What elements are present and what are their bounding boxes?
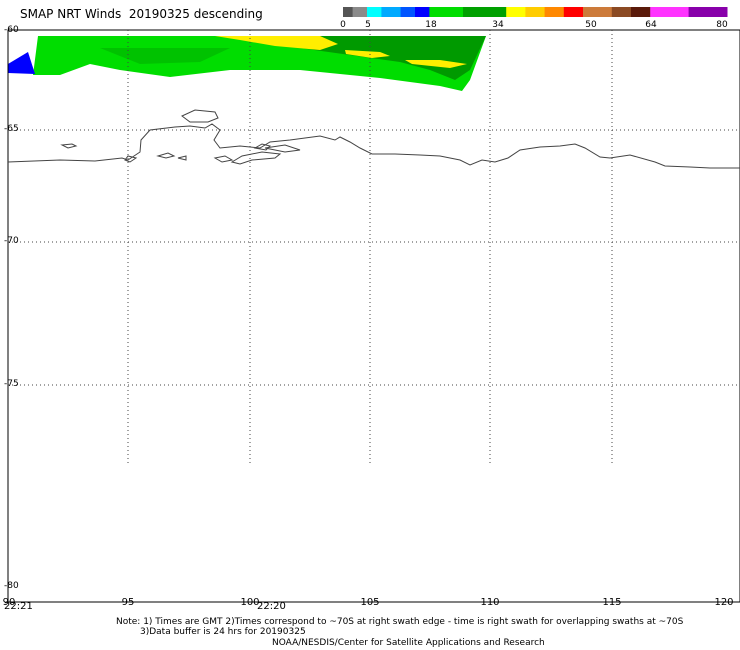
colorbar-segment-8 <box>506 7 526 17</box>
wind-yellow-streak-1 <box>215 36 338 50</box>
colorbar-tick-50: 50 <box>585 20 597 30</box>
colorbar-segment-5 <box>415 7 430 17</box>
colorbar-segment-12 <box>583 7 613 17</box>
wind-speed-colorbar <box>343 7 728 17</box>
wind-blue-patch <box>8 52 35 74</box>
colorbar-segment-13 <box>611 7 632 17</box>
map-frame <box>7 29 740 603</box>
lon-label-110: 110 <box>480 597 500 608</box>
lat-label-65: -65 <box>4 124 19 134</box>
colorbar-segment-4 <box>400 7 416 17</box>
lon-label-115: 115 <box>602 597 622 608</box>
colorbar-tick-18: 18 <box>425 20 437 30</box>
lat-label-60: -60 <box>4 25 19 35</box>
wind-swath-dark-band-2 <box>100 48 230 64</box>
colorbar-tick-64: 64 <box>645 20 657 30</box>
colorbar-segment-14 <box>631 7 651 17</box>
colorbar-segment-3 <box>381 7 402 17</box>
antarctic-coastline <box>7 109 740 169</box>
swath-time-left: 22:21 <box>4 601 33 612</box>
map-title: SMAP NRT Winds 20190325 descending <box>20 7 263 21</box>
footnote-line-1: Note: 1) Times are GMT 2)Times correspon… <box>116 617 684 627</box>
colorbar-tick-34: 34 <box>492 20 504 30</box>
colorbar-segment-7 <box>463 7 507 17</box>
lon-label-90: 90 <box>2 597 16 608</box>
colorbar-segment-10 <box>544 7 565 17</box>
footnote-line-2: 3)Data buffer is 24 hrs for 20190325 <box>140 627 306 637</box>
colorbar-segment-11 <box>563 7 584 17</box>
map-gridlines <box>8 30 740 465</box>
lat-label-70: -70 <box>4 236 19 246</box>
wind-yellow-streak-2 <box>345 50 390 58</box>
swath-time-right: 22:20 <box>257 601 286 612</box>
lon-label-105: 105 <box>360 597 380 608</box>
lon-label-95: 95 <box>121 597 135 608</box>
colorbar-tick-80: 80 <box>716 20 728 30</box>
colorbar-segment-2 <box>367 7 382 17</box>
lon-label-120: 120 <box>714 597 734 608</box>
colorbar-segment-15 <box>650 7 690 17</box>
colorbar-segment-0 <box>343 7 354 17</box>
footnote-credit: NOAA/NESDIS/Center for Satellite Applica… <box>272 638 545 648</box>
lon-label-100: 100 <box>240 597 260 608</box>
colorbar-segment-6 <box>429 7 464 17</box>
lat-label-80: -80 <box>4 581 19 591</box>
colorbar-segment-9 <box>525 7 546 17</box>
colorbar-segment-16 <box>688 7 728 17</box>
colorbar-tick-5: 5 <box>365 20 371 30</box>
colorbar-segment-1 <box>352 7 368 17</box>
wind-yellow-streak-3 <box>405 60 467 68</box>
lat-label-75: -75 <box>4 379 19 389</box>
colorbar-tick-0: 0 <box>340 20 346 30</box>
